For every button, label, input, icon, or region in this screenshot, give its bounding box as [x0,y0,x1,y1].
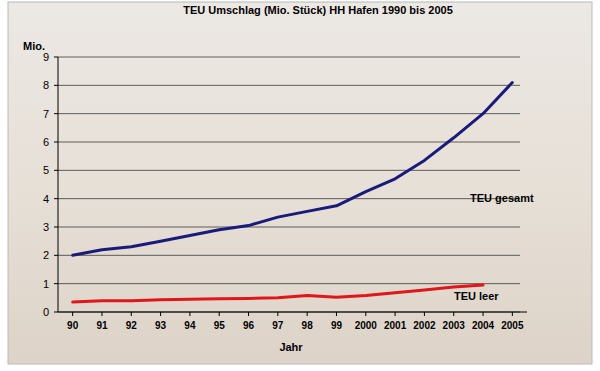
x-tick [101,312,102,316]
x-tick-label: 95 [214,320,226,331]
x-tick [72,312,73,316]
legend-entry: TEU gesamt [470,192,534,204]
grid-line [58,57,520,58]
grid-line [58,255,520,256]
y-tick [54,312,58,313]
grid-line [58,198,520,199]
y-tick [54,85,58,86]
y-tick [54,142,58,143]
x-tick [248,312,249,316]
y-tick [54,283,58,284]
y-tick-label: 6 [43,136,49,148]
y-tick [54,198,58,199]
x-tick-label: 93 [155,320,167,331]
x-tick-label: 92 [126,320,138,331]
y-tick-label: 4 [43,193,49,205]
chart-bg [8,2,592,364]
y-tick [54,170,58,171]
x-tick [395,312,396,316]
grid-line [58,85,520,86]
y-tick [54,255,58,256]
x-tick-label: 91 [96,320,108,331]
grid-line [58,113,520,114]
y-tick-label: 5 [43,164,49,176]
x-tick [189,312,190,316]
x-tick-label: 90 [67,320,79,331]
y-tick-label: 9 [43,51,49,63]
x-tick-label: 99 [331,320,343,331]
legend-entry: TEU leer [454,290,499,302]
x-tick [453,312,454,316]
chart: 0123456789909192939495969798992000200120… [0,0,600,371]
x-tick-label: 2001 [384,320,407,331]
x-tick-label: 2003 [443,320,466,331]
y-tick [54,227,58,228]
y-tick-label: 8 [43,79,49,91]
x-tick-label: 97 [272,320,284,331]
y-tick-label: 7 [43,108,49,120]
series-line [73,83,513,256]
x-tick [424,312,425,316]
x-tick [365,312,366,316]
x-tick [483,312,484,316]
y-tick-label: 2 [43,249,49,261]
y-tick-label: 3 [43,221,49,233]
x-tick-label: 2005 [501,320,524,331]
grid-line [58,170,520,171]
grid-line [58,227,520,228]
y-tick-label: 0 [43,306,49,318]
x-axis-label: Jahr [279,341,303,353]
x-tick [336,312,337,316]
x-tick [219,312,220,316]
x-tick-label: 2002 [413,320,436,331]
x-tick [512,312,513,316]
x-axis [58,312,527,313]
y-tick [54,113,58,114]
x-tick [131,312,132,316]
y-tick-label: 1 [43,278,49,290]
x-tick-label: 2004 [472,320,495,331]
grid-line [58,283,520,284]
x-tick-label: 2000 [355,320,378,331]
x-tick [277,312,278,316]
y-axis-label: Mio. [23,40,45,52]
x-tick-label: 98 [302,320,314,331]
plot-area [73,83,513,303]
y-tick [54,57,58,58]
x-tick [160,312,161,316]
page-bg [0,0,600,371]
series-line [73,285,483,302]
x-tick [307,312,308,316]
y-axis [58,57,59,312]
chart-title: TEU Umschlag (Mio. Stück) HH Hafen 1990 … [183,4,453,16]
x-tick-label: 94 [184,320,196,331]
x-tick-label: 96 [243,320,255,331]
